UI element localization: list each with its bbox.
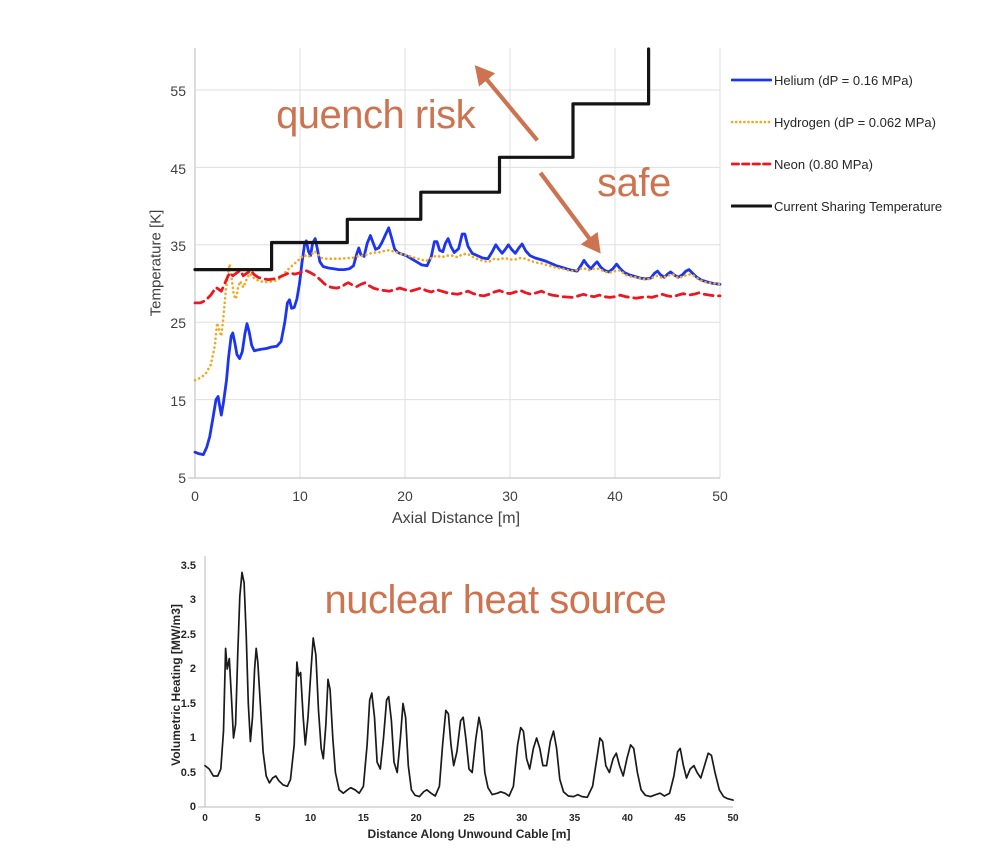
temperature-y-axis-title: Temperature [K] <box>147 209 165 317</box>
annotation-arrow <box>538 171 601 254</box>
heating-x-axis-title: Distance Along Unwound Cable [m] <box>367 827 571 841</box>
series-neon-0-80-mpa <box>193 268 722 305</box>
legend-item-helium-dp-0-16-mpa: Helium (dP = 0.16 MPa) <box>731 71 1006 89</box>
legend-label: Current Sharing Temperature <box>774 198 943 214</box>
series-hydrogen-dp-0-062-mpa <box>193 248 722 382</box>
quench-risk-annotation: quench risk <box>276 92 476 137</box>
legend-item-current-sharing-temperature: Current Sharing Temperature <box>731 197 1006 215</box>
heating-y-axis-title: Volumetric Heating [MW/m3] <box>169 604 183 766</box>
series-current-sharing-temperature <box>193 47 651 272</box>
nuclear-heat-source-annotation: nuclear heat source <box>324 578 667 622</box>
series-helium-dp-0-16-mpa <box>193 226 722 456</box>
legend-marker-current-sharing-temperature <box>731 204 772 208</box>
legend-item-neon-0-80-mpa: Neon (0.80 MPa) <box>731 155 1006 173</box>
safe-annotation: safe <box>597 160 671 205</box>
legend-marker-hydrogen-dp-0-062-mpa <box>731 120 772 124</box>
temperature-x-axis-title: Axial Distance [m] <box>391 510 521 527</box>
series-volumetric-heating <box>204 571 734 801</box>
legend-label: Neon (0.80 MPa) <box>774 156 873 172</box>
legend-marker-neon-0-80-mpa <box>731 162 772 166</box>
annotation-arrow <box>474 65 539 142</box>
legend: Helium (dP = 0.16 MPa) Hydrogen (dP = 0.0… <box>731 71 1006 239</box>
legend-label: Hydrogen (dP = 0.062 MPa) <box>774 114 936 130</box>
legend-item-hydrogen-dp-0-062-mpa: Hydrogen (dP = 0.062 MPa) <box>731 113 1006 131</box>
legend-marker-helium-dp-0-16-mpa <box>731 78 772 82</box>
legend-label: Helium (dP = 0.16 MPa) <box>774 72 913 88</box>
